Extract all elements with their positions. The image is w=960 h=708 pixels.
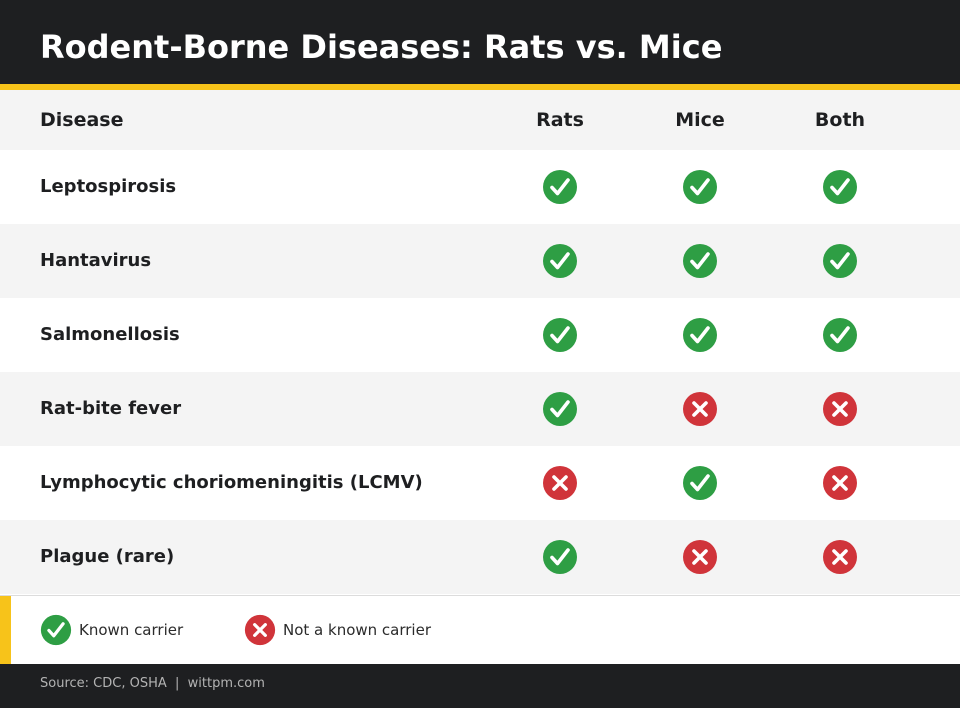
disease-name: Rat-bite fever bbox=[40, 398, 182, 419]
disease-name: Salmonellosis bbox=[40, 324, 180, 345]
cell-mice bbox=[650, 298, 750, 372]
check-circle-icon bbox=[543, 318, 577, 352]
legend-item-not-known: Not a known carrier bbox=[244, 612, 431, 648]
x-circle-icon bbox=[683, 540, 717, 574]
table-row: Lymphocytic choriomeningitis (LCMV) bbox=[0, 446, 960, 520]
check-circle-icon bbox=[683, 466, 717, 500]
table-row: Hantavirus bbox=[0, 224, 960, 298]
cell-mice bbox=[650, 372, 750, 446]
cell-both bbox=[790, 446, 890, 520]
column-header-mice: Mice bbox=[675, 109, 725, 131]
header: Rodent-Borne Diseases: Rats vs. Mice bbox=[0, 0, 960, 84]
cell-mice bbox=[650, 150, 750, 224]
cell-rats bbox=[510, 372, 610, 446]
x-circle-icon bbox=[683, 392, 717, 426]
check-circle-icon bbox=[683, 318, 717, 352]
check-circle-icon bbox=[823, 318, 857, 352]
check-circle-icon bbox=[683, 170, 717, 204]
cell-mice bbox=[650, 446, 750, 520]
table-row: Leptospirosis bbox=[0, 150, 960, 224]
column-header-both: Both bbox=[814, 109, 866, 131]
cell-both bbox=[790, 298, 890, 372]
column-header-disease: Disease bbox=[40, 109, 124, 131]
check-circle-icon bbox=[543, 392, 577, 426]
cell-both bbox=[790, 150, 890, 224]
cell-rats bbox=[510, 224, 610, 298]
cell-rats bbox=[510, 520, 610, 594]
legend: Known carrier Not a known carrier bbox=[0, 595, 960, 664]
x-circle-icon bbox=[823, 466, 857, 500]
check-circle-icon bbox=[823, 244, 857, 278]
x-circle-icon bbox=[823, 392, 857, 426]
x-circle-icon bbox=[244, 614, 276, 646]
footer: Source: CDC, OSHA | wittpm.com bbox=[0, 664, 960, 708]
check-circle-icon bbox=[543, 170, 577, 204]
page-title: Rodent-Borne Diseases: Rats vs. Mice bbox=[40, 28, 723, 66]
table-row: Rat-bite fever bbox=[0, 372, 960, 446]
comparison-table: Disease Rats Mice Both Leptospirosis Hant… bbox=[0, 90, 960, 594]
cell-rats bbox=[510, 150, 610, 224]
cell-rats bbox=[510, 298, 610, 372]
table-body: Leptospirosis Hantavirus Salmonellosis Rat-… bbox=[0, 150, 960, 594]
disease-name: Plague (rare) bbox=[40, 546, 175, 567]
source-text: Source: CDC, OSHA | wittpm.com bbox=[40, 676, 265, 691]
accent-bar bbox=[0, 84, 960, 90]
check-circle-icon bbox=[543, 244, 577, 278]
legend-accent-bar bbox=[0, 596, 11, 664]
x-circle-icon bbox=[823, 540, 857, 574]
disease-name: Hantavirus bbox=[40, 250, 152, 271]
table-row: Salmonellosis bbox=[0, 298, 960, 372]
cell-rats bbox=[510, 446, 610, 520]
table-row: Plague (rare) bbox=[0, 520, 960, 594]
cell-mice bbox=[650, 224, 750, 298]
check-circle-icon bbox=[683, 244, 717, 278]
cell-mice bbox=[650, 520, 750, 594]
cell-both bbox=[790, 520, 890, 594]
x-circle-icon bbox=[543, 466, 577, 500]
check-circle-icon bbox=[543, 540, 577, 574]
column-header-rats: Rats bbox=[536, 109, 584, 131]
check-circle-icon bbox=[40, 614, 72, 646]
legend-label-not-known: Not a known carrier bbox=[283, 621, 431, 639]
table-header-row: Disease Rats Mice Both bbox=[0, 90, 960, 150]
disease-name: Leptospirosis bbox=[40, 176, 177, 197]
disease-name: Lymphocytic choriomeningitis (LCMV) bbox=[40, 472, 423, 493]
cell-both bbox=[790, 372, 890, 446]
cell-both bbox=[790, 224, 890, 298]
check-circle-icon bbox=[823, 170, 857, 204]
legend-label-known: Known carrier bbox=[79, 621, 184, 639]
legend-item-known: Known carrier bbox=[40, 612, 183, 648]
